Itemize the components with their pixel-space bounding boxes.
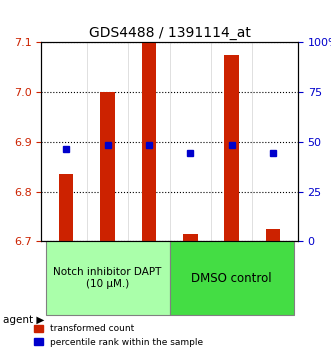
Bar xyxy=(100,92,115,241)
Bar xyxy=(224,55,239,241)
Text: agent ▶: agent ▶ xyxy=(3,315,45,325)
Text: DMSO control: DMSO control xyxy=(191,272,272,285)
Title: GDS4488 / 1391114_at: GDS4488 / 1391114_at xyxy=(89,26,251,40)
Bar xyxy=(266,229,280,241)
Legend: transformed count, percentile rank within the sample: transformed count, percentile rank withi… xyxy=(31,321,206,349)
Bar xyxy=(170,241,294,315)
Bar xyxy=(183,234,198,241)
Text: Notch inhibitor DAPT
(10 μM.): Notch inhibitor DAPT (10 μM.) xyxy=(53,267,162,289)
Bar xyxy=(142,42,156,241)
Bar xyxy=(59,174,73,241)
Bar xyxy=(45,241,170,315)
